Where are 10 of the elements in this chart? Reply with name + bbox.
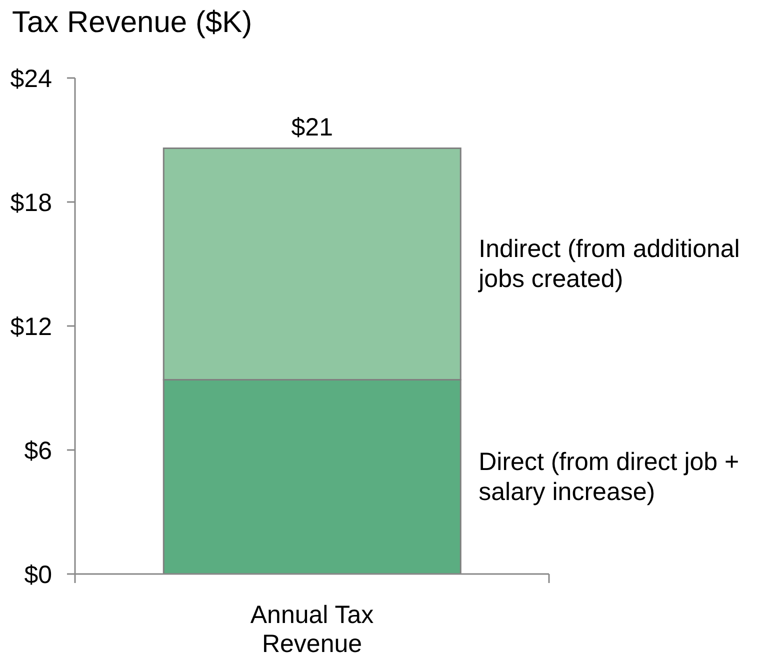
series-label: Indirect (from additional jobs created) <box>478 235 740 293</box>
series-label: Direct (from direct job + salary increase) <box>478 448 740 506</box>
x-tick-label: Annual Tax Revenue <box>250 601 374 658</box>
y-tick-label: $18 <box>10 188 52 217</box>
chart-title: Tax Revenue ($K) <box>12 6 252 39</box>
total-label: $21 <box>291 113 333 142</box>
y-tick-label: $24 <box>10 64 52 93</box>
y-tick-label: $6 <box>24 436 52 465</box>
y-tick-label: $0 <box>24 560 52 589</box>
y-tick-label: $12 <box>10 312 52 341</box>
